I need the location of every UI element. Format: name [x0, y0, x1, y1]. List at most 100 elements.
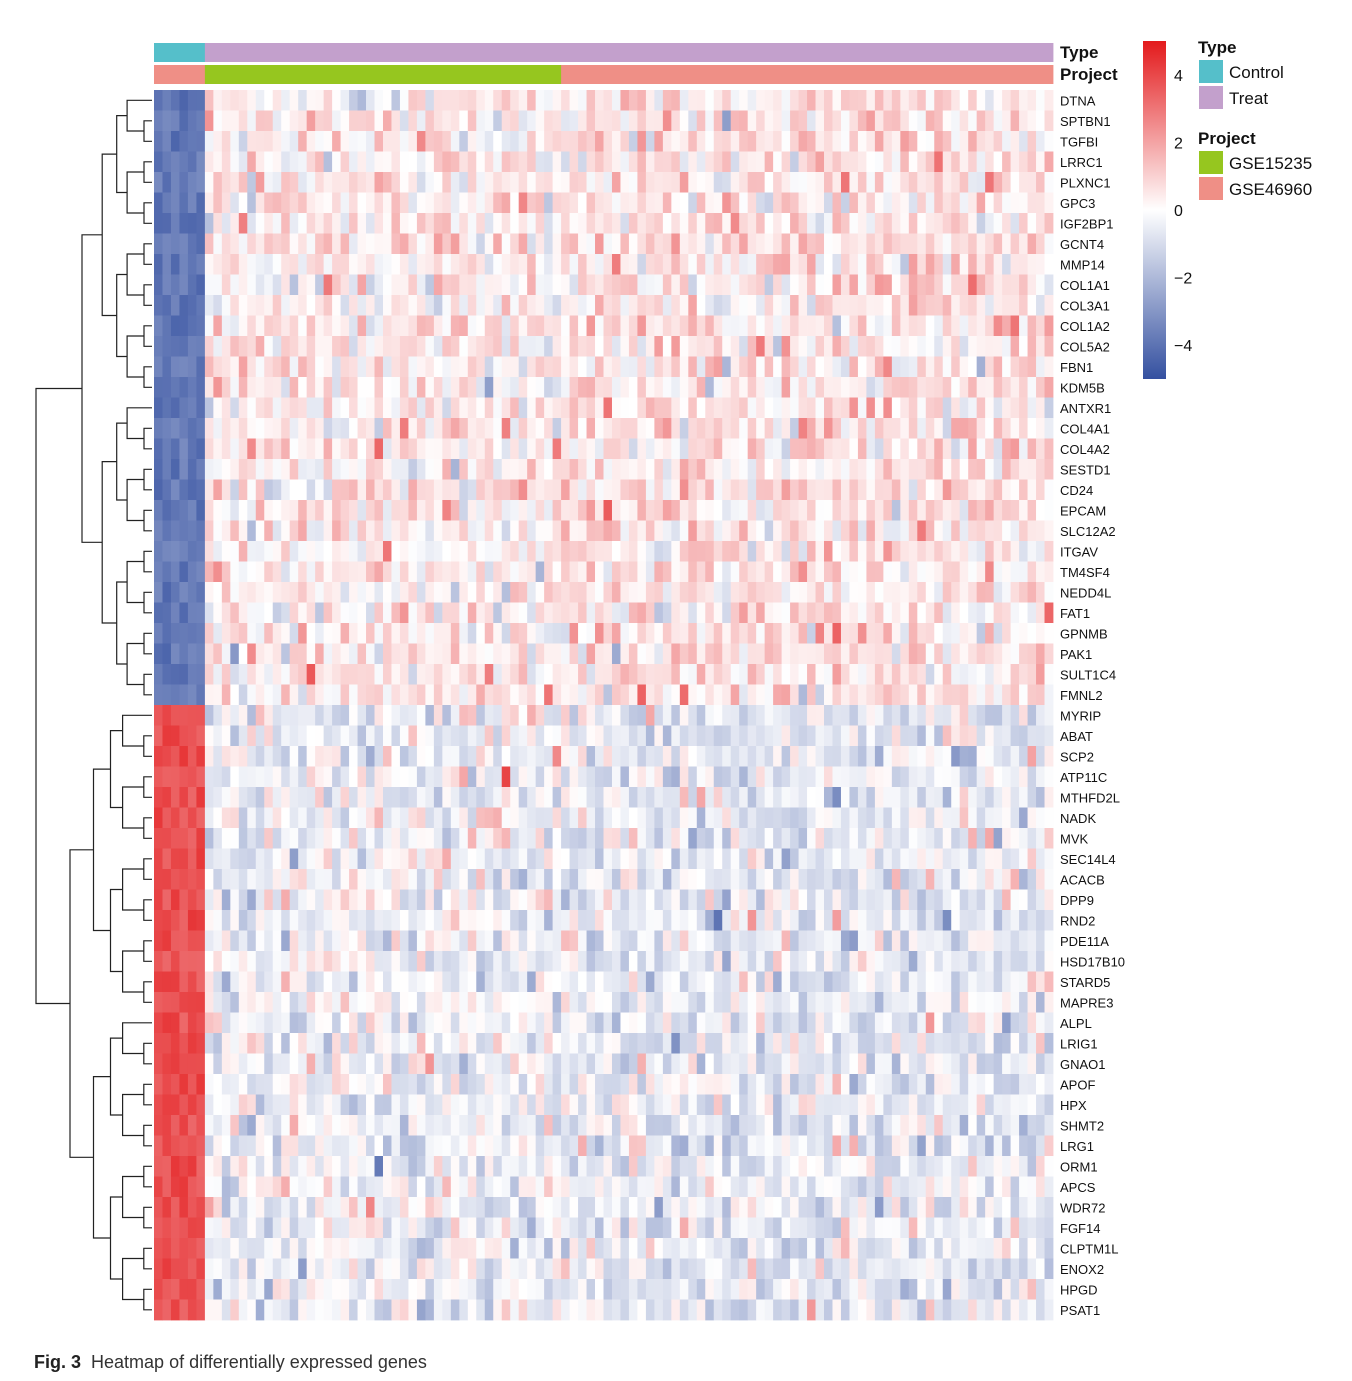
heatmap-cell: [408, 397, 418, 419]
heatmap-cell: [645, 705, 655, 726]
heatmap-cell: [747, 356, 757, 378]
heatmap-cell: [442, 459, 452, 480]
heatmap-cell: [832, 992, 842, 1013]
heatmap-cell: [442, 971, 452, 993]
heatmap-cell: [467, 90, 477, 111]
heatmap-cell: [510, 520, 520, 542]
heatmap-cell: [162, 869, 172, 890]
dendrogram-branch: [109, 1037, 123, 1116]
heatmap-cell: [332, 992, 341, 1013]
heatmap-cell: [722, 479, 732, 501]
heatmap-cell: [849, 110, 859, 132]
heatmap-cell: [756, 377, 766, 398]
heatmap-cell: [399, 541, 409, 562]
heatmap-cell: [586, 869, 596, 890]
heatmap-cell: [942, 1012, 952, 1034]
heatmap-cell: [874, 910, 884, 931]
heatmap-cell: [476, 192, 486, 214]
heatmap-cell: [891, 787, 901, 808]
heatmap-cell: [425, 90, 435, 111]
heatmap-cell: [985, 356, 995, 378]
heatmap-cell: [366, 971, 375, 993]
heatmap-cell: [705, 213, 715, 234]
heatmap-cell: [756, 807, 766, 829]
heatmap-cell: [204, 930, 214, 952]
heatmap-cell: [442, 438, 452, 460]
heatmap-cell: [857, 110, 867, 132]
heatmap-cell: [391, 828, 401, 849]
heatmap-cell: [756, 684, 766, 706]
heatmap-cell: [544, 787, 554, 808]
heatmap-cell: [238, 725, 248, 747]
heatmap-cell: [611, 520, 621, 542]
heatmap-cell: [238, 295, 248, 316]
heatmap-cell: [908, 684, 918, 706]
heatmap-cell: [849, 397, 859, 419]
heatmap-cell: [204, 151, 214, 173]
heatmap-cell: [187, 1012, 197, 1034]
heatmap-cell: [221, 356, 231, 378]
heatmap-cell: [968, 438, 978, 460]
heatmap-cell: [756, 315, 766, 337]
heatmap-cell: [874, 110, 884, 132]
heatmap-cell: [552, 172, 562, 193]
heatmap-cell: [196, 438, 206, 460]
heatmap-cell: [824, 561, 833, 583]
heatmap-cell: [628, 459, 638, 480]
heatmap-cell: [798, 807, 808, 829]
heatmap-cell: [221, 479, 231, 501]
heatmap-cell: [476, 766, 486, 788]
heatmap-cell: [925, 561, 935, 583]
heatmap-cell: [628, 951, 638, 972]
heatmap-cell: [213, 807, 223, 829]
heatmap-cell: [518, 418, 528, 439]
heatmap-cell: [874, 971, 884, 993]
heatmap-cell: [764, 664, 774, 685]
heatmap-cell: [281, 766, 291, 788]
heatmap-cell: [968, 889, 978, 911]
heatmap-cell: [450, 623, 460, 644]
heatmap-cell: [578, 397, 587, 419]
heatmap-cell: [993, 438, 1003, 460]
heatmap-cell: [739, 541, 749, 562]
heatmap-cell: [442, 787, 452, 808]
heatmap-cell: [459, 848, 469, 870]
heatmap-cell: [332, 807, 341, 829]
heatmap-cell: [569, 295, 579, 316]
heatmap-cell: [1010, 479, 1020, 501]
heatmap-cell: [1036, 397, 1045, 419]
heatmap-cell: [934, 664, 944, 685]
heatmap-cell: [840, 725, 850, 747]
heatmap-cell: [349, 172, 358, 193]
heatmap-cell: [637, 684, 647, 706]
heatmap-cell: [281, 889, 291, 911]
heatmap-cell: [179, 602, 189, 624]
heatmap-cell: [298, 295, 308, 316]
heatmap-cell: [467, 233, 477, 255]
heatmap-cell: [476, 254, 486, 275]
heatmap-cell: [934, 377, 944, 398]
heatmap-cell: [1010, 192, 1020, 214]
heatmap-cell: [671, 479, 681, 501]
heatmap-cell: [874, 336, 884, 357]
heatmap-cell: [951, 315, 961, 337]
heatmap-cell: [959, 910, 969, 931]
heatmap-cell: [662, 664, 672, 685]
heatmap-cell: [849, 930, 859, 952]
heatmap-cell: [883, 910, 893, 931]
heatmap-cell: [925, 807, 935, 829]
heatmap-cell: [840, 459, 850, 480]
heatmap-cell: [645, 315, 655, 337]
heatmap-cell: [230, 397, 240, 419]
heatmap-cell: [654, 336, 664, 357]
heatmap-cell: [985, 643, 995, 665]
heatmap-cell: [281, 151, 291, 173]
heatmap-cell: [255, 910, 265, 931]
heatmap-cell: [518, 397, 528, 419]
heatmap-cell: [298, 807, 308, 829]
heatmap-cell: [874, 807, 884, 829]
heatmap-cell: [298, 541, 308, 562]
heatmap-cell: [840, 520, 850, 542]
heatmap-cell: [552, 787, 562, 808]
heatmap-cell: [154, 500, 163, 521]
